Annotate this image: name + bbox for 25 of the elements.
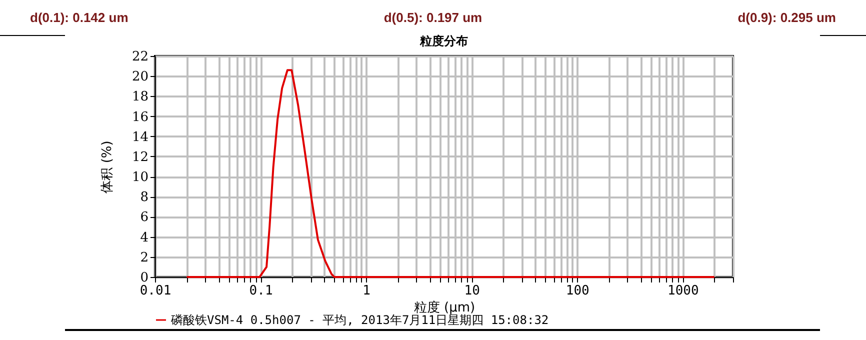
y-tick-label: 20 bbox=[132, 70, 148, 85]
x-axis-title: 粒度 (μm) bbox=[414, 300, 476, 316]
x-tick-label: 10 bbox=[464, 284, 480, 298]
y-tick-label: 16 bbox=[132, 110, 148, 125]
legend-label: 磷酸铁VSM-4 0.5h007 - 平均, 2013年7月11日星期四 15:08:32 bbox=[170, 313, 549, 327]
y-tick-label: 14 bbox=[132, 130, 148, 145]
y-tick-label: 2 bbox=[140, 250, 148, 266]
y-tick-label: 0 bbox=[140, 270, 148, 286]
text: d(0.1): 0.142 um bbox=[30, 10, 128, 25]
text: d(0.9): 0.295 um bbox=[738, 10, 836, 25]
chart-title: 粒度分布 bbox=[419, 34, 468, 48]
y-axis-title: 体积 (%) bbox=[100, 140, 115, 194]
y-tick-label: 8 bbox=[140, 190, 148, 206]
y-tick-label: 18 bbox=[132, 90, 148, 105]
text: d(0.5): 0.197 um bbox=[384, 10, 482, 25]
y-tick-label: 22 bbox=[132, 50, 148, 64]
y-tick-label: 6 bbox=[140, 210, 148, 226]
x-tick-label: 0.01 bbox=[140, 284, 172, 298]
y-tick-label: 10 bbox=[132, 170, 148, 186]
y-tick-label: 12 bbox=[132, 150, 148, 165]
y-tick-label: 4 bbox=[140, 230, 148, 246]
x-tick-label: 1 bbox=[362, 284, 370, 298]
x-tick-label: 100 bbox=[566, 284, 590, 298]
x-tick-label: 0.1 bbox=[249, 284, 273, 298]
x-tick-label: 1000 bbox=[667, 284, 699, 298]
